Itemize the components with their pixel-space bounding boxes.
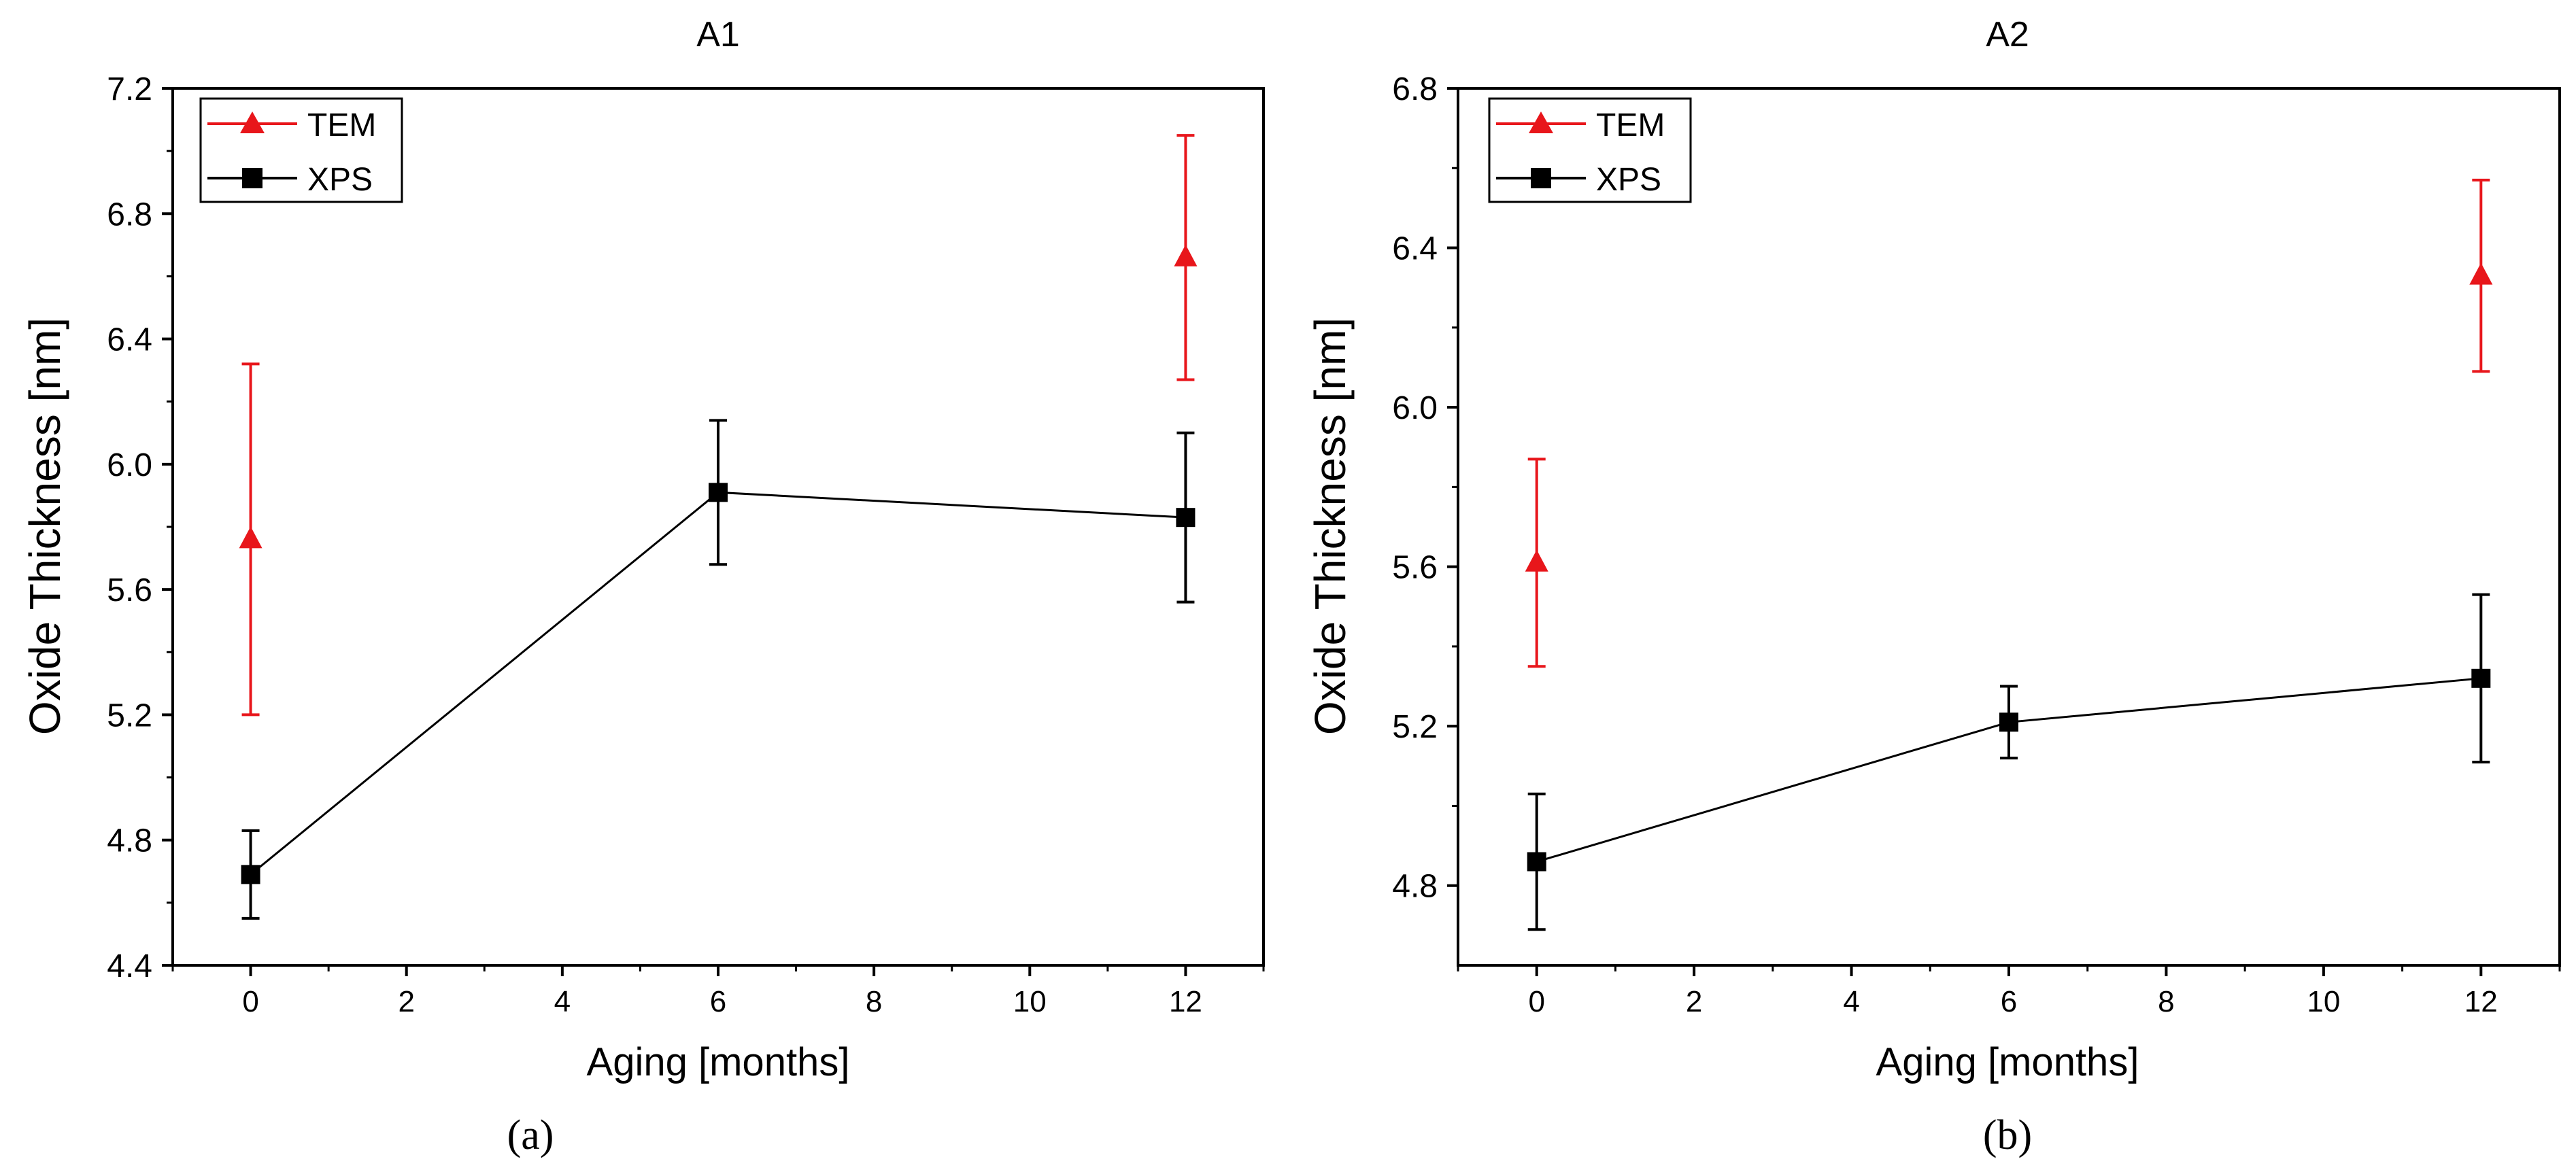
legend-marker-xps bbox=[1531, 168, 1551, 188]
legend: TEM XPS bbox=[1488, 97, 1692, 203]
panel-caption: (b) bbox=[1983, 1112, 2032, 1158]
x-tick-label: 8 bbox=[866, 985, 882, 1018]
x-tick-label: 4 bbox=[554, 985, 571, 1018]
y-tick-label: 6.0 bbox=[107, 447, 152, 483]
x-tick-label: 12 bbox=[1169, 985, 1202, 1018]
data-point-xps bbox=[1527, 852, 1546, 872]
x-tick-label: 4 bbox=[1843, 985, 1859, 1018]
x-axis-label: Aging [months] bbox=[587, 1040, 850, 1084]
legend-label-tem: TEM bbox=[307, 107, 376, 143]
x-tick-label: 6 bbox=[2001, 985, 2017, 1018]
y-axis-label: Oxide Thickness [nm] bbox=[20, 317, 69, 735]
data-point-xps bbox=[709, 483, 728, 502]
plot-frame bbox=[171, 87, 1265, 967]
y-tick-label: 6.4 bbox=[1392, 231, 1438, 267]
data-point-xps bbox=[1999, 712, 2018, 732]
plot-frame bbox=[1457, 87, 2561, 967]
legend-marker-tem bbox=[240, 111, 265, 133]
x-tick-label: 10 bbox=[1013, 985, 1047, 1018]
x-tick-label: 12 bbox=[2464, 985, 2498, 1018]
y-tick-label: 6.8 bbox=[107, 196, 152, 232]
y-tick-label: 7.2 bbox=[107, 71, 152, 107]
data-point-xps bbox=[2471, 668, 2491, 688]
y-axis-label: Oxide Thickness [nm] bbox=[1306, 317, 1355, 735]
y-tick-label: 6.4 bbox=[107, 322, 152, 358]
legend-label-xps: XPS bbox=[1596, 162, 1661, 198]
legend-label-tem: TEM bbox=[1596, 107, 1665, 143]
chart-title: A1 bbox=[696, 15, 740, 54]
data-point-xps bbox=[1176, 508, 1196, 528]
legend: TEM XPS bbox=[199, 97, 403, 203]
y-tick-label: 4.4 bbox=[107, 948, 152, 984]
y-tick-label: 5.2 bbox=[1392, 709, 1438, 745]
data-point-tem bbox=[239, 526, 262, 549]
data-point-tem bbox=[1525, 549, 1548, 572]
x-tick-label: 0 bbox=[242, 985, 258, 1018]
x-tick-label: 2 bbox=[398, 985, 414, 1018]
x-tick-label: 2 bbox=[1686, 985, 1702, 1018]
x-tick-label: 6 bbox=[710, 985, 726, 1018]
legend-marker-xps bbox=[242, 168, 262, 188]
chart-title: A2 bbox=[1986, 15, 2029, 54]
y-tick-label: 4.8 bbox=[107, 823, 152, 859]
data-point-xps bbox=[241, 865, 260, 884]
y-tick-label: 6.8 bbox=[1392, 71, 1438, 107]
panel-caption: (a) bbox=[507, 1112, 554, 1158]
x-tick-label: 10 bbox=[2307, 985, 2340, 1018]
y-tick-label: 5.2 bbox=[107, 697, 152, 734]
legend-box bbox=[1488, 97, 1692, 203]
x-tick-label: 8 bbox=[2158, 985, 2174, 1018]
y-tick-label: 6.0 bbox=[1392, 390, 1438, 426]
legend-marker-tem bbox=[1529, 111, 1553, 133]
legend-box bbox=[199, 97, 403, 203]
chart-panel-a2: A2 Oxide Thickness [nm] Aging [months] (… bbox=[1306, 15, 2561, 1158]
x-axis-label: Aging [months] bbox=[1876, 1040, 2139, 1084]
data-point-tem bbox=[1174, 244, 1198, 266]
data-point-tem bbox=[2469, 262, 2493, 285]
chart-panel-a1: A1 Oxide Thickness [nm] Aging [months] (… bbox=[20, 15, 1265, 1158]
y-tick-label: 5.6 bbox=[1392, 550, 1438, 586]
y-tick-label: 5.6 bbox=[107, 572, 152, 608]
x-tick-label: 0 bbox=[1528, 985, 1544, 1018]
y-tick-label: 4.8 bbox=[1392, 869, 1438, 905]
legend-label-xps: XPS bbox=[307, 162, 373, 198]
